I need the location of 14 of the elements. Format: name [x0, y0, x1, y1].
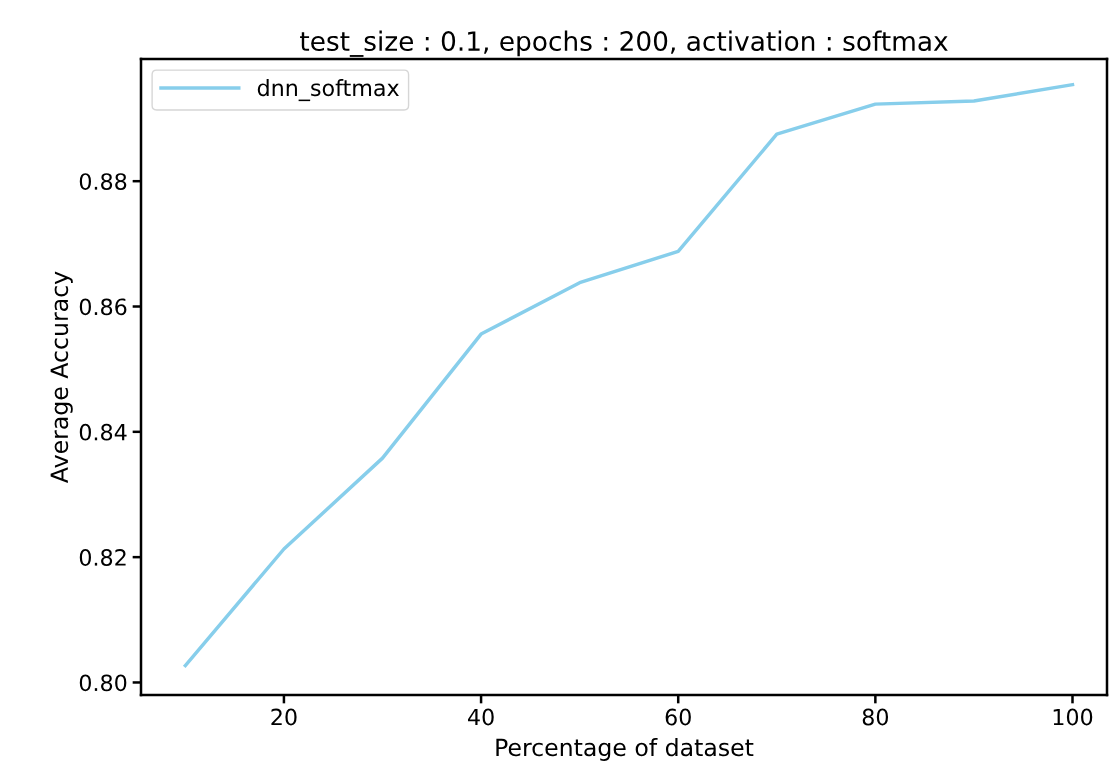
x-tick-label: 100	[1053, 708, 1093, 726]
x-axis-title: Percentage of dataset	[496, 738, 754, 761]
y-tick-label: 0.80	[79, 674, 127, 692]
y-tick-label: 0.82	[79, 549, 126, 566]
x-tick-label: 80	[862, 708, 889, 726]
y-tick-label: 0.84	[79, 423, 127, 441]
x-tick-label: 20	[271, 708, 297, 726]
chart-title: test_size : 0.1, epochs : 200, activation : softmax	[300, 30, 948, 57]
y-tick-label: 0.86	[79, 298, 127, 316]
x-tick-label: 60	[665, 708, 691, 726]
y-tick-label: 0.88	[79, 173, 127, 190]
x-tick-label: 40	[468, 708, 494, 726]
y-axis-title: Average Accuracy	[50, 271, 73, 483]
legend-label: dnn_softmax	[257, 79, 399, 102]
